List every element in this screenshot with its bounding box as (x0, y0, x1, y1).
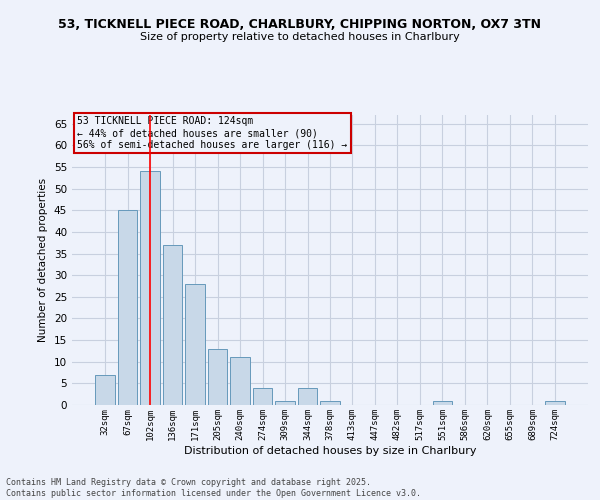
Bar (118, 210, 137, 405)
Y-axis label: Number of detached properties: Number of detached properties (38, 178, 49, 342)
Bar (163, 245, 182, 405)
Bar (253, 388, 272, 405)
Text: Size of property relative to detached houses in Charlbury: Size of property relative to detached ho… (140, 32, 460, 42)
Bar (208, 348, 227, 405)
Bar (545, 400, 565, 405)
Bar (298, 388, 317, 405)
Bar (140, 172, 160, 405)
Text: Contains HM Land Registry data © Crown copyright and database right 2025.
Contai: Contains HM Land Registry data © Crown c… (6, 478, 421, 498)
Bar (230, 358, 250, 405)
Text: 53, TICKNELL PIECE ROAD, CHARLBURY, CHIPPING NORTON, OX7 3TN: 53, TICKNELL PIECE ROAD, CHARLBURY, CHIP… (59, 18, 542, 30)
Bar (95, 374, 115, 405)
Bar (320, 400, 340, 405)
Bar (185, 284, 205, 405)
X-axis label: Distribution of detached houses by size in Charlbury: Distribution of detached houses by size … (184, 446, 476, 456)
Text: 53 TICKNELL PIECE ROAD: 124sqm
← 44% of detached houses are smaller (90)
56% of : 53 TICKNELL PIECE ROAD: 124sqm ← 44% of … (77, 116, 347, 150)
Bar (433, 400, 452, 405)
Bar (275, 400, 295, 405)
